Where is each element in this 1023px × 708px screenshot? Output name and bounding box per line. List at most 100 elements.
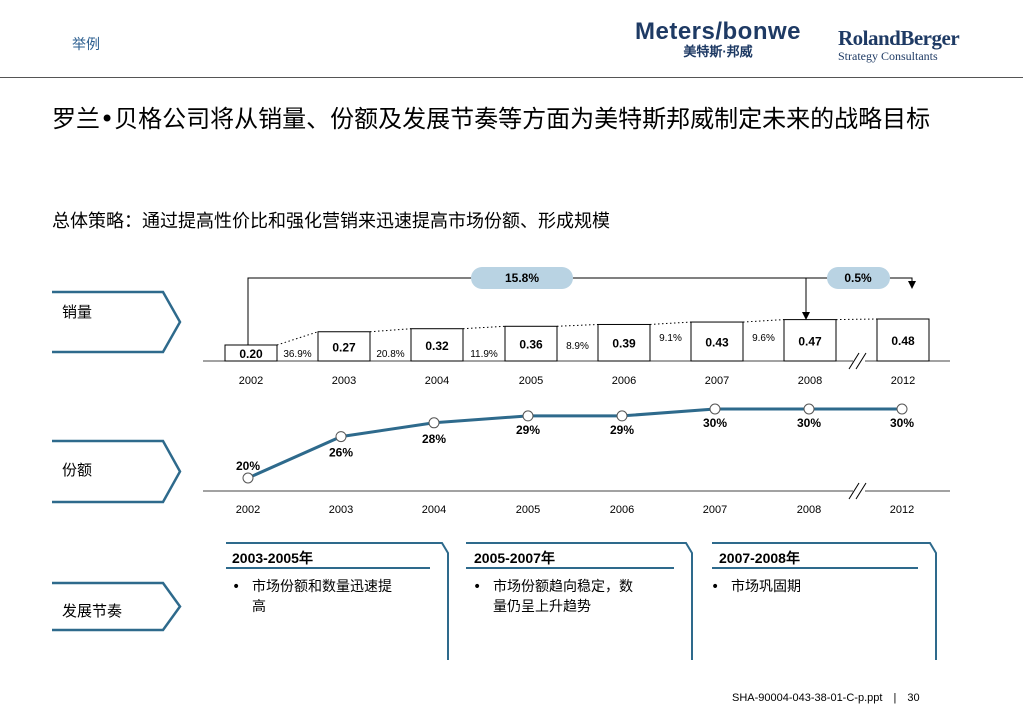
sales-growth-label: 11.9% [470, 349, 498, 360]
row-label-share: 份额 [62, 461, 93, 479]
share-point [896, 403, 908, 415]
sales-chevron [52, 290, 182, 354]
meters-logo-cn: 美特斯·邦威 [683, 44, 753, 59]
phase-1-frame [226, 542, 449, 660]
sales-axis-break-2 [855, 352, 867, 370]
sales-bar-value: 0.48 [891, 334, 915, 348]
share-line [247, 407, 902, 480]
share-point [803, 403, 815, 415]
sales-bar-value: 0.39 [612, 337, 636, 351]
roland-berger-logo: RolandBerger Strategy Consultants [838, 26, 978, 64]
footer-file: SHA-90004-043-38-01-C-p.ppt [732, 692, 883, 704]
sales-growth-connector [556, 323, 599, 327]
row-label-rhythm: 发展节奏 [62, 602, 123, 620]
phase-2-bullet-text: 市场份额趋向稳定，数量仍呈上升趋势 [493, 579, 633, 615]
meters-logo-text: Meters/bonwe [634, 18, 802, 45]
sales-axis-break-1 [848, 352, 860, 370]
sales-bar-value: 0.27 [332, 340, 356, 354]
cagr-label-1: 15.8% [505, 271, 539, 285]
sales-growth-label: 8.9% [566, 341, 589, 352]
share-point [335, 431, 347, 443]
header-divider [0, 77, 1023, 78]
sales-growth-connector [276, 331, 319, 346]
footer-page-number: 30 [907, 692, 920, 704]
phase-2-head: 2005-2007年 [474, 550, 555, 566]
sales-growth-connector [835, 318, 878, 321]
share-year-label: 2008 [797, 504, 821, 516]
share-value-label: 29% [610, 423, 634, 437]
cagr-label-2: 0.5% [844, 271, 872, 285]
rhythm-chevron [52, 581, 182, 632]
example-tag: 举例 [72, 36, 100, 52]
page-subtitle: 总体策略：通过提高性价比和强化营销来迅速提高市场份额、形成规模 [52, 211, 610, 232]
rb-logo-text: RolandBerger [838, 26, 960, 50]
sales-bar [597, 323, 651, 362]
sales-growth-label: 9.6% [752, 333, 775, 344]
share-value-label: 26% [329, 446, 353, 460]
share-axis-break-1 [848, 482, 860, 500]
rb-logo-subtext: Strategy Consultants [838, 49, 938, 63]
sales-year-label: 2012 [891, 375, 915, 387]
sales-bar-value: 0.36 [519, 338, 543, 352]
share-value-label: 28% [422, 432, 446, 446]
sales-year-label: 2005 [519, 375, 543, 387]
sales-growth-connector [462, 325, 506, 330]
cagr-pill-2 [827, 267, 890, 289]
share-value-label: 30% [703, 416, 727, 430]
share-point [428, 417, 440, 429]
share-point [242, 472, 254, 484]
sales-growth-label: 9.1% [659, 333, 682, 344]
sales-bar-value: 0.47 [798, 334, 822, 348]
sales-growth-connector [369, 328, 412, 333]
sales-bar-value: 0.43 [705, 336, 729, 350]
phase-2-bullet: • 市场份额趋向稳定，数量仍呈上升趋势 [473, 577, 643, 617]
share-value-label: 30% [890, 416, 914, 430]
phase-3-bullet-text: 市场巩固期 [731, 579, 801, 595]
share-year-label: 2012 [890, 504, 914, 516]
phase-2-frame [466, 542, 693, 660]
share-year-label: 2007 [703, 504, 727, 516]
sales-growth-connector [742, 319, 785, 323]
share-year-label: 2004 [422, 504, 446, 516]
share-chevron [52, 439, 182, 504]
sales-growth-label: 20.8% [376, 349, 404, 360]
footer-separator: | [893, 692, 897, 704]
row-label-sales: 销量 [62, 303, 93, 321]
phase-3-bullet: • 市场巩固期 [711, 577, 901, 597]
cagr-arrow-2 [908, 281, 916, 289]
share-point [709, 403, 721, 415]
sales-bar-value: 0.32 [425, 339, 449, 353]
share-year-label: 2002 [236, 504, 260, 516]
sales-year-label: 2003 [332, 375, 356, 387]
share-year-label: 2005 [516, 504, 540, 516]
phase-3-head: 2007-2008年 [719, 550, 800, 566]
sales-growth-label: 36.9% [283, 349, 311, 360]
cagr-arrow-1 [802, 312, 810, 320]
sales-bar [783, 319, 837, 362]
sales-bar [317, 331, 371, 362]
sales-year-label: 2008 [798, 375, 822, 387]
sales-bar [224, 344, 278, 362]
sales-year-label: 2002 [239, 375, 263, 387]
sales-growth-connector [649, 321, 692, 325]
sales-year-label: 2006 [612, 375, 636, 387]
sales-bar [690, 321, 744, 362]
sales-bar [410, 328, 464, 362]
meters-bonwe-logo: Meters/bonwe 美特斯·邦威 [633, 20, 803, 60]
cagr-pill-1 [471, 267, 573, 289]
sales-bar [876, 318, 930, 362]
phase-1-bullet: • 市场份额和数量迅速提高 [232, 577, 402, 617]
share-value-label: 30% [797, 416, 821, 430]
page-title: 罗兰•贝格公司将从销量、份额及发展节奏等方面为美特斯邦威制定未来的战略目标 [52, 105, 931, 133]
phase-1-bullet-text: 市场份额和数量迅速提高 [252, 579, 392, 615]
phase-1-head: 2003-2005年 [232, 550, 313, 566]
share-value-label: 20% [236, 459, 260, 473]
sales-year-label: 2004 [425, 375, 449, 387]
sales-bar-value: 0.20 [239, 347, 263, 361]
share-point [616, 410, 628, 422]
sales-year-label: 2007 [705, 375, 729, 387]
share-axis-break-2 [855, 482, 867, 500]
share-year-label: 2003 [329, 504, 353, 516]
phase-3-frame [712, 542, 937, 660]
